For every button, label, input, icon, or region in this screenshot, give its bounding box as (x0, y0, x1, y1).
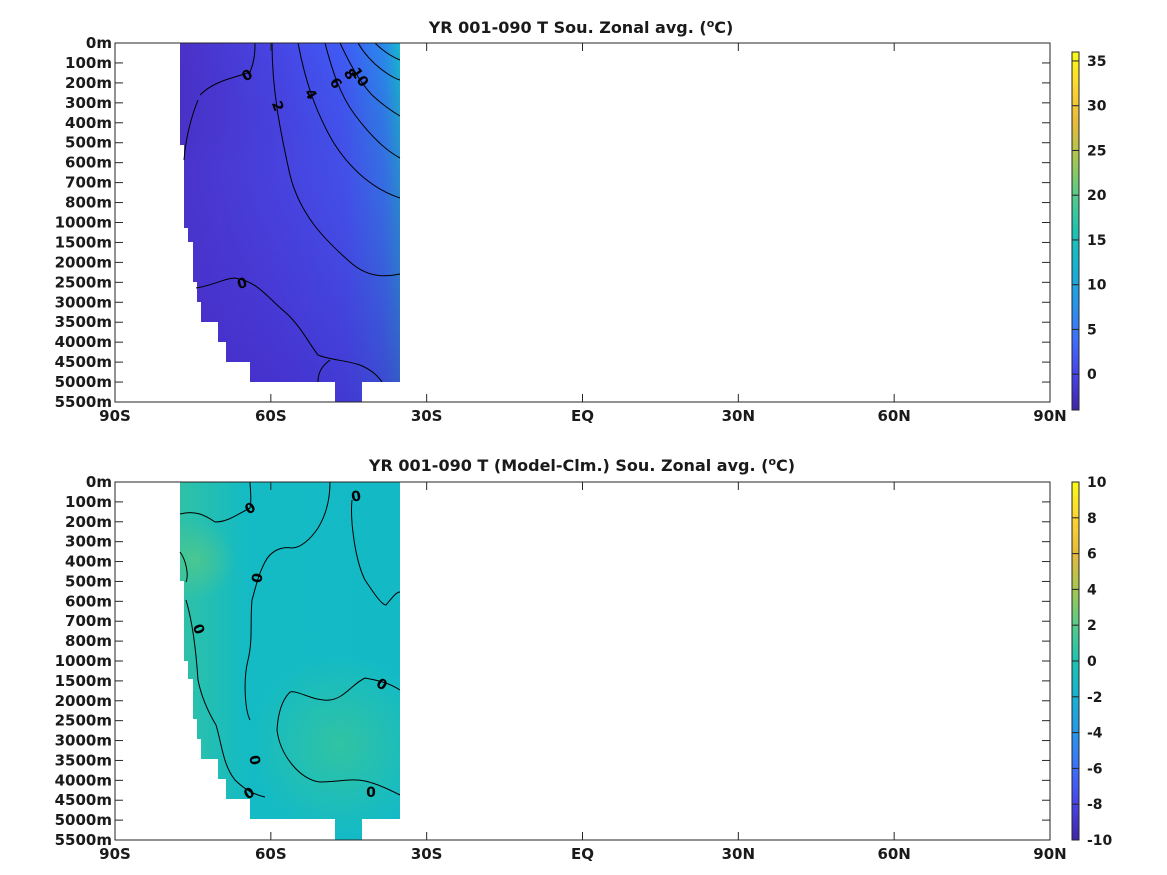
x-tick-label: 60N (877, 407, 910, 425)
y-tick-label: 5500m (55, 831, 112, 849)
y-tick-label: 500m (65, 134, 112, 152)
y-tick-label: 700m (65, 612, 112, 630)
y-tick-label: 4500m (55, 791, 112, 809)
y-tick-label: 2500m (55, 273, 112, 291)
y-tick-label: 5000m (55, 373, 112, 391)
colorbar-tick-label: 15 (1087, 233, 1106, 249)
y-tick-label: 400m (65, 114, 112, 132)
x-tick-label: EQ (571, 845, 594, 863)
y-tick-label: 0m (86, 473, 112, 491)
colorbar-ticks-2: -10 -8 -6 -4 -2 0 2 4 6 8 10 (1072, 475, 1113, 849)
y-tick-label: 500m (65, 572, 112, 590)
chart-panel-2: YR 001-090 T (Model-Clm.) Sou. Zonal avg… (55, 455, 1113, 863)
svg-text:0: 0 (350, 488, 363, 505)
chart-title-2: YR 001-090 T (Model-Clm.) Sou. Zonal avg… (368, 455, 795, 475)
y-tick-label: 2500m (55, 712, 112, 730)
colorbar-tick-label: 35 (1087, 54, 1106, 70)
y-tick-label: 800m (65, 632, 112, 650)
y-tick-label: 4000m (55, 333, 112, 351)
x-tick-label: 30S (411, 407, 443, 425)
x-tick-label: 90N (1033, 407, 1066, 425)
colorbar-2: -10 -8 -6 -4 -2 0 2 4 6 8 10 (1071, 475, 1113, 849)
svg-text:0: 0 (245, 754, 262, 767)
chart-title-1: YR 001-090 T Sou. Zonal avg. (oC) (428, 17, 734, 37)
y-tick-label: 1000m (55, 652, 112, 670)
colorbar-tick-label: 0 (1087, 654, 1097, 670)
y-tick-label: 1500m (55, 672, 112, 690)
y-tick-label: 100m (65, 54, 112, 72)
colorbar-tick-label: 30 (1087, 99, 1107, 115)
y-tick-label: 2000m (55, 253, 112, 271)
colorbar-tick-label: 10 (1087, 475, 1107, 491)
x-tick-label: 60N (877, 845, 910, 863)
x-tick-label: 60S (255, 845, 287, 863)
y-tick-label: 400m (65, 553, 112, 571)
colorbar-tick-label: 6 (1087, 547, 1097, 563)
x-tick-label: 60S (255, 407, 287, 425)
y-tick-label: 300m (65, 533, 112, 551)
colorbar-tick-label: -6 (1087, 761, 1103, 777)
contour-lines-2 (179, 481, 401, 798)
colorbar-tick-label: -8 (1087, 797, 1103, 813)
y-tick-label: 800m (65, 194, 112, 212)
y-tick-label: 600m (65, 154, 112, 172)
x-tick-label: 30N (722, 845, 755, 863)
y-tick-label: 5500m (55, 393, 112, 411)
y-tick-label: 600m (65, 592, 112, 610)
colorbar-ticks-1: 0 5 10 15 20 25 30 35 (1072, 54, 1107, 383)
svg-text:0: 0 (249, 572, 266, 585)
svg-text:0: 0 (366, 785, 376, 801)
colorbar-tick-label: 5 (1087, 322, 1097, 338)
y-tick-label: 1000m (55, 214, 112, 232)
x-axis-1: 90S 60S 30S EQ 30N 60N 90N (99, 43, 1067, 425)
y-tick-label: 700m (65, 174, 112, 192)
y-tick-label: 0m (86, 34, 112, 52)
colorbar-tick-label: 4 (1087, 582, 1097, 598)
x-axis-2: 90S 60S 30S EQ 30N 60N 90N (99, 482, 1067, 863)
y-tick-label: 3000m (55, 732, 112, 750)
colorbar-tick-label: 2 (1087, 618, 1097, 634)
contour-lines-1 (183, 42, 401, 383)
x-tick-label: EQ (571, 407, 594, 425)
y-tick-label: 100m (65, 493, 112, 511)
x-tick-label: 90S (99, 407, 131, 425)
temperature-field-1 (180, 43, 400, 402)
y-tick-label: 1500m (55, 233, 112, 251)
y-axis-1: 0m 100m 200m 300m 400m 500m 600m 700m 800m 1000m1… (55, 34, 1050, 411)
colorbar-tick-label: 25 (1087, 143, 1106, 159)
x-tick-label: 90S (99, 845, 131, 863)
y-tick-label: 200m (65, 513, 112, 531)
colorbar-tick-label: 8 (1087, 511, 1097, 527)
y-tick-label: 5000m (55, 811, 112, 829)
y-tick-label: 2000m (55, 692, 112, 710)
y-tick-label: 200m (65, 74, 112, 92)
y-tick-label: 3500m (55, 313, 112, 331)
x-tick-label: 30N (722, 407, 755, 425)
y-tick-label: 4000m (55, 771, 112, 789)
colorbar-1: 0 5 10 15 20 25 30 35 (1071, 51, 1107, 411)
colorbar-tick-label: 0 (1087, 367, 1097, 383)
svg-text:0: 0 (235, 275, 249, 293)
x-tick-label: 30S (411, 845, 443, 863)
colorbar-tick-label: 20 (1087, 188, 1107, 204)
colorbar-tick-label: -10 (1087, 833, 1113, 849)
colorbar-tick-label: -2 (1087, 690, 1103, 706)
y-tick-label: 4500m (55, 353, 112, 371)
chart-panel-1: YR 001-090 T Sou. Zonal avg. (oC) 0 2 4 … (55, 17, 1107, 425)
y-tick-label: 3000m (55, 293, 112, 311)
y-tick-label: 3500m (55, 751, 112, 769)
colorbar-tick-label: -4 (1087, 726, 1103, 742)
x-tick-label: 90N (1033, 845, 1066, 863)
colorbar-tick-label: 10 (1087, 278, 1107, 294)
y-tick-label: 300m (65, 94, 112, 112)
